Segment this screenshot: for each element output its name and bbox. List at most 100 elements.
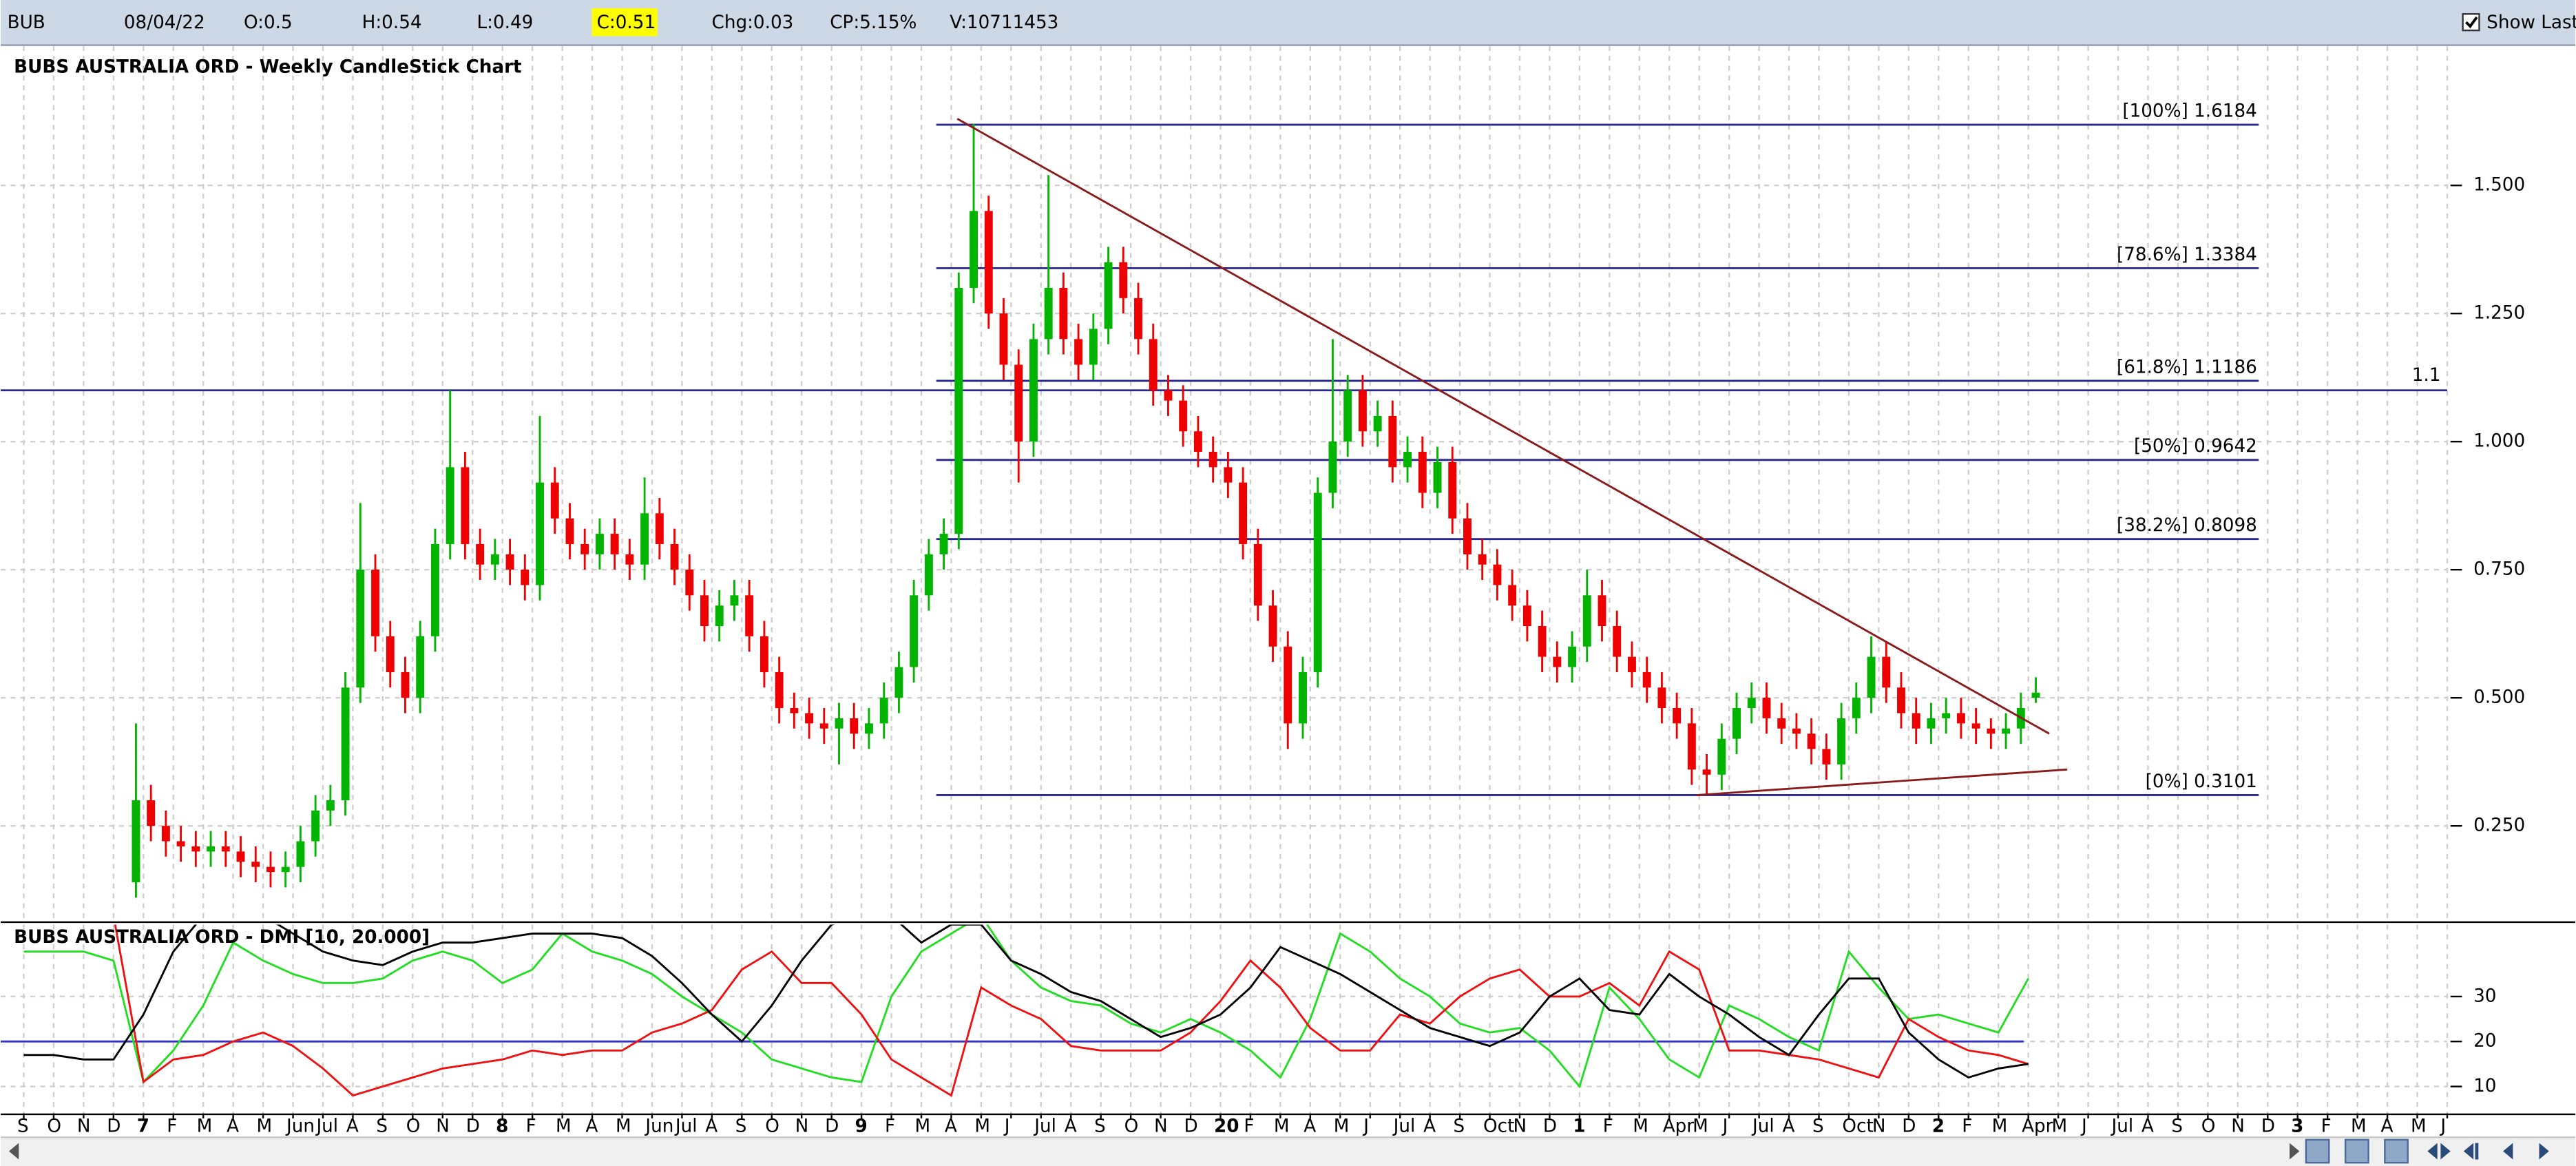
- candle-body: [191, 846, 200, 852]
- candle-body: [1299, 672, 1307, 724]
- candle-body: [1164, 390, 1173, 401]
- candle-body: [1987, 728, 1996, 734]
- fib-label: [100%] 1.6184: [2122, 101, 2257, 121]
- fib-label: [50%] 0.9642: [2134, 436, 2257, 457]
- x-tick-label: F: [1244, 1116, 1254, 1136]
- reference-label: 1.1: [2412, 365, 2441, 386]
- x-tick-label: M: [1992, 1116, 2008, 1136]
- x-tick-label: Jul: [1751, 1116, 1774, 1136]
- y-tick-label: 10: [2473, 1076, 2496, 1096]
- x-tick-label: M: [2351, 1116, 2367, 1136]
- candle-body: [1553, 656, 1562, 667]
- fib-label: [78.6%] 1.3384: [2117, 244, 2257, 265]
- x-tick-label: A: [945, 1116, 957, 1136]
- candle-body: [1119, 262, 1128, 298]
- x-tick-label: 9: [855, 1116, 868, 1136]
- x-tick-label: F: [526, 1116, 536, 1136]
- candle-body: [1029, 339, 1038, 442]
- x-tick-label: A: [1423, 1116, 1436, 1136]
- x-tick-label: O: [47, 1116, 61, 1136]
- scroll-left[interactable]: [8, 1143, 19, 1160]
- x-tick-label: Jul: [315, 1116, 338, 1136]
- trendline: [1696, 768, 2068, 796]
- candle-body: [700, 595, 709, 626]
- candle-body: [371, 570, 380, 636]
- show-last-label[interactable]: Show Last: [2486, 12, 2576, 33]
- candle-body: [430, 543, 439, 636]
- change-pct: CP:5.15%: [830, 12, 917, 33]
- candle-body: [1927, 718, 1936, 729]
- candle-body: [1792, 728, 1801, 734]
- candle-body: [490, 554, 499, 565]
- scroll-right[interactable]: [2290, 1143, 2300, 1160]
- x-tick-label: Jun: [285, 1116, 315, 1136]
- candle-body: [1104, 262, 1113, 329]
- x-tick-label: M: [1274, 1116, 1290, 1136]
- candle-body: [1538, 625, 1547, 657]
- x-tick-label: S: [1812, 1116, 1824, 1136]
- candle-body: [132, 800, 140, 883]
- candle-body: [1253, 543, 1262, 606]
- candle-body: [446, 467, 454, 544]
- fit-button[interactable]: [2384, 1138, 2409, 1164]
- show-last-checkbox[interactable]: [2462, 13, 2480, 32]
- candle-body: [1777, 718, 1786, 729]
- candle-body: [2031, 692, 2040, 698]
- candle-body: [386, 636, 395, 672]
- x-tick-label: S: [1454, 1116, 1465, 1136]
- time-axis: S O N D 7 F M A M Jun Jul A S O N D 8 F M A M Jun Jul A S O N D 9 F M A…: [17, 1113, 2449, 1136]
- x-tick-label: S: [17, 1116, 29, 1136]
- candle-body: [1867, 656, 1876, 698]
- first-button[interactable]: [2463, 1143, 2479, 1160]
- candle-body: [1044, 287, 1053, 340]
- dmi-lines: [23, 924, 2029, 1097]
- expand-button[interactable]: [2427, 1143, 2451, 1160]
- x-tick-label: D: [2261, 1116, 2275, 1136]
- volume: V:10711453: [950, 12, 1058, 33]
- candle-body: [1657, 687, 1666, 709]
- candle-body: [1074, 339, 1083, 365]
- x-tick-label: D: [107, 1116, 121, 1136]
- candle-body: [1912, 713, 1920, 729]
- candle-body: [207, 846, 216, 852]
- candle-body: [236, 851, 245, 862]
- symbol: BUB: [8, 12, 45, 33]
- prev-button[interactable]: [2503, 1143, 2513, 1160]
- candle-body: [1493, 564, 1502, 585]
- x-tick-label: D: [466, 1116, 480, 1136]
- y-tick-label: 20: [2473, 1031, 2496, 1052]
- x-tick-label: A: [2381, 1116, 2394, 1136]
- x-tick-label: M: [1693, 1116, 1708, 1136]
- x-tick-label: Jul: [1033, 1116, 1056, 1136]
- x-tick-label: M: [197, 1116, 213, 1136]
- candle-body: [1732, 708, 1741, 739]
- candle-body: [1478, 554, 1487, 565]
- candle-body: [775, 672, 784, 709]
- candle-body: [1014, 364, 1023, 442]
- next-button[interactable]: [2539, 1143, 2549, 1160]
- candle-body: [1388, 415, 1397, 468]
- x-tick-label: J: [1721, 1116, 1728, 1136]
- x-tick-label: 2: [1932, 1116, 1945, 1136]
- candle-body: [685, 570, 694, 596]
- close-highlight: [591, 8, 658, 37]
- candle-body: [924, 554, 933, 596]
- candle-body: [640, 513, 649, 565]
- candles: [132, 123, 2040, 898]
- x-tick-label: J: [2439, 1116, 2446, 1136]
- candle-body: [715, 605, 724, 626]
- candle-body: [1403, 452, 1412, 468]
- candle-body: [1134, 298, 1142, 340]
- candle-body: [1762, 698, 1771, 718]
- x-tick-label: O: [2201, 1116, 2216, 1136]
- candle-body: [1837, 718, 1846, 764]
- x-tick-label: N: [795, 1116, 809, 1136]
- x-tick-label: Jun: [644, 1116, 673, 1136]
- zoom-out-button[interactable]: [2344, 1138, 2369, 1164]
- candle-body: [984, 211, 993, 314]
- candle-body: [580, 543, 589, 554]
- fib-label: [0%] 0.3101: [2146, 771, 2257, 792]
- candle-body: [1522, 605, 1531, 626]
- zoom-button[interactable]: [2305, 1138, 2330, 1164]
